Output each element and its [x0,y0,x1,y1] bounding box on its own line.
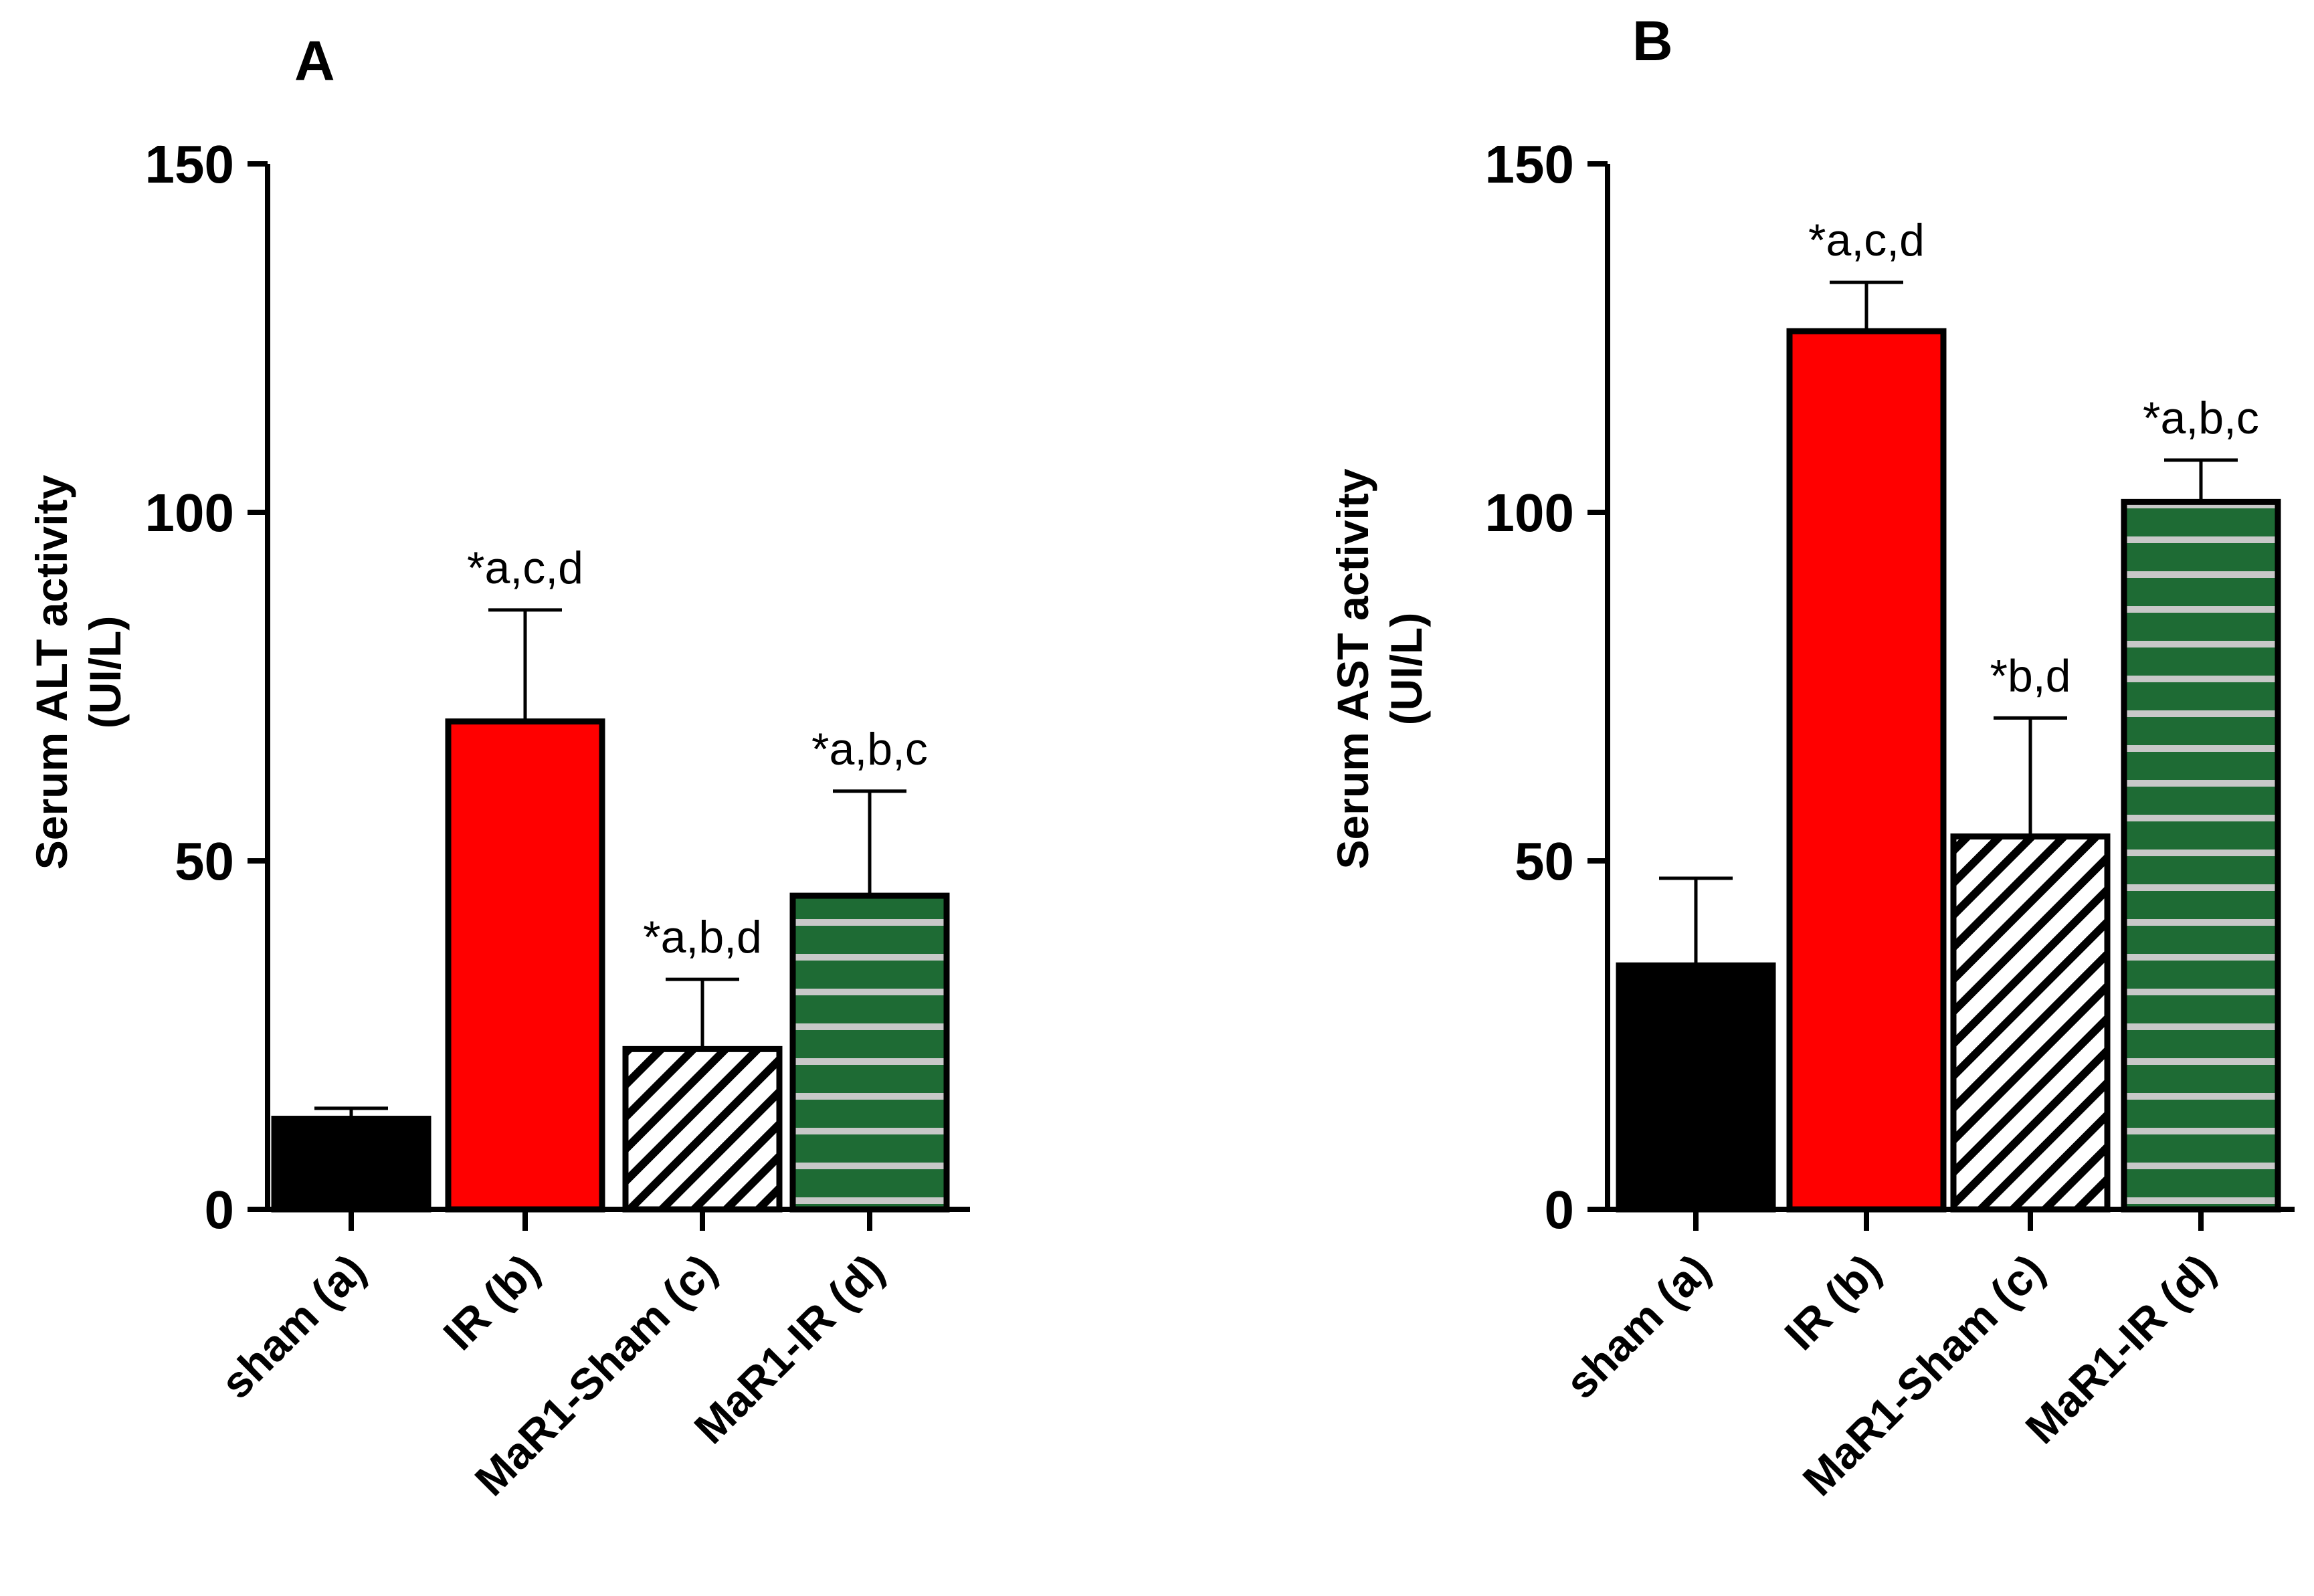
panel-b-ytick-label: 50 [1515,831,1574,891]
panel-b: B Serum AST activity (UI/L) 0 50 100 150 sha… [1328,9,2295,1505]
panel-b-bar [1950,833,2111,1213]
panel-b-bar [2121,498,2281,1213]
panel-a-significance-label: *a,b,d [643,912,762,963]
panel-a-ylabel: Serum ALT activity [27,474,76,870]
panel-b-bar [1786,328,1947,1213]
panel-b-significance-label: *a,c,d [1808,215,1925,266]
panel-b-significance-label: *a,b,c [2143,393,2259,443]
panel-a-category-label: sham (a) [211,1245,375,1408]
panel-a-bar [445,718,605,1213]
panel-a-category-label: IR (b) [433,1245,549,1360]
panel-b-ytick-label: 150 [1485,134,1574,194]
panel-a-ytick-label: 0 [205,1180,235,1239]
panel-b-bar [1616,962,1776,1213]
panel-b-ylabel: Serum AST activity [1328,468,1377,869]
panel-a-ylabel-unit: (UI/L) [80,616,130,729]
panel-a-ytick-label: 150 [145,134,234,194]
panel-b-ytick-label: 100 [1485,483,1574,542]
panel-a-ytick-label: 100 [145,483,234,542]
panel-b-significance-label: *b,d [1990,650,2071,701]
panel-a-bar [622,1045,783,1213]
panel-b-ylabel-unit: (UI/L) [1381,613,1431,726]
panel-a: A Serum ALT activity (UI/L) 0 50 100 150 sha… [27,29,970,1505]
panel-a-label: A [294,29,335,92]
panel-a-bar [789,892,950,1213]
panel-a-significance-label: *a,b,c [811,724,928,775]
panel-a-bar [271,1116,431,1213]
panel-a-ytick-label: 50 [175,831,234,891]
panel-a-axis-title: Serum ALT activity (UI/L) [27,474,130,870]
panel-b-axis-title: Serum AST activity (UI/L) [1328,468,1431,869]
panel-b-label: B [1632,9,1673,72]
panel-b-category-label: IR (b) [1775,1245,1890,1360]
panel-a-significance-label: *a,c,d [467,542,583,593]
panel-b-category-label: sham (a) [1556,1245,1719,1408]
panel-b-ytick-label: 0 [1545,1180,1575,1239]
